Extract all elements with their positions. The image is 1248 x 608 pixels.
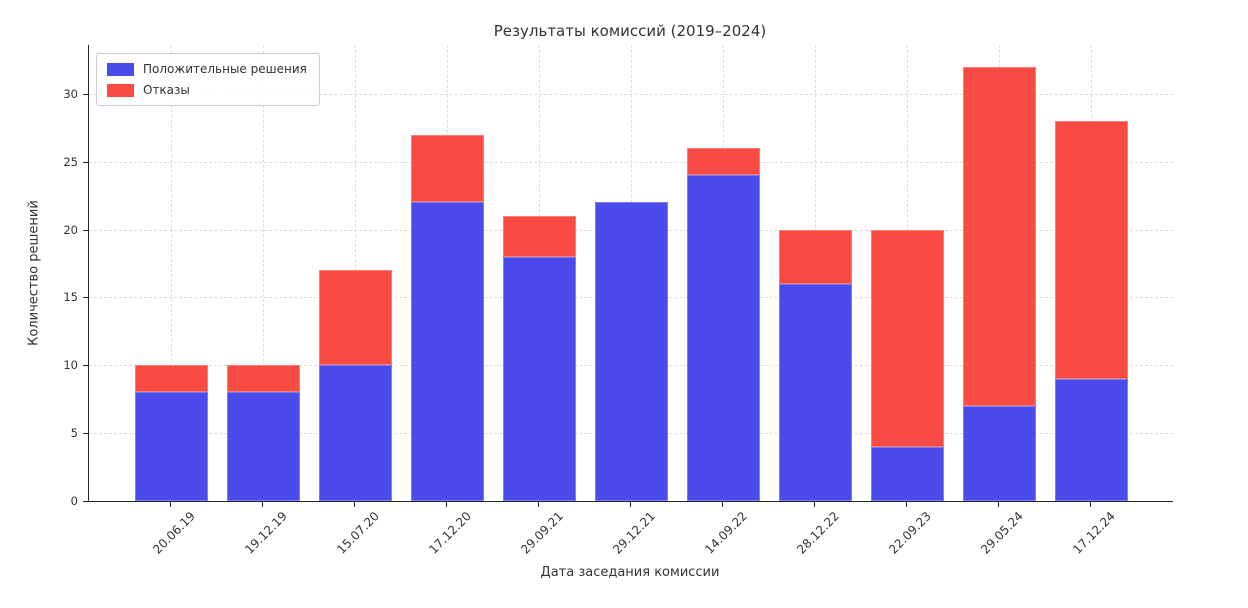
x-tick-label: 29.09.21 xyxy=(518,509,566,557)
legend-label: Отказы xyxy=(143,83,190,97)
bar-segment-positive xyxy=(962,406,1036,501)
chart-title: Результаты комиссий (2019–2024) xyxy=(493,22,767,40)
x-tick-label: 29.05.24 xyxy=(978,509,1026,557)
y-tick-mark xyxy=(83,93,88,95)
x-tick-mark xyxy=(262,502,263,507)
legend-item: Отказы xyxy=(107,83,307,97)
v-gridline xyxy=(171,45,172,501)
x-tick-label: 22.09.23 xyxy=(886,509,934,557)
y-tick-label: 5 xyxy=(70,426,78,441)
y-tick-label: 25 xyxy=(63,154,78,169)
bar-segment-refusals xyxy=(226,365,300,393)
x-tick-label: 28.12.22 xyxy=(794,509,842,557)
y-tick-mark xyxy=(83,161,88,163)
bar-segment-positive xyxy=(1054,378,1128,501)
x-tick-mark xyxy=(1090,502,1091,507)
x-tick-mark xyxy=(538,502,539,507)
bar-segment-positive xyxy=(778,283,852,501)
bar-segment-positive xyxy=(410,202,484,501)
bar-segment-refusals xyxy=(686,148,760,176)
x-tick-label: 14.09.22 xyxy=(702,509,750,557)
legend-swatch-positive xyxy=(107,62,134,76)
bar-segment-refusals xyxy=(134,365,208,393)
bar-segment-refusals xyxy=(1054,121,1128,379)
bar-segment-positive xyxy=(594,202,668,501)
bar-segment-refusals xyxy=(410,134,484,203)
x-tick-label: 29.12.21 xyxy=(610,509,658,557)
x-tick-mark xyxy=(722,502,723,507)
bar-segment-refusals xyxy=(502,216,576,257)
bar-segment-positive xyxy=(318,365,392,501)
bar-segment-positive xyxy=(502,256,576,501)
y-axis-label: Количество решений xyxy=(26,200,42,346)
x-tick-mark xyxy=(630,502,631,507)
x-tick-mark xyxy=(906,502,907,507)
bar-segment-refusals xyxy=(870,229,944,447)
x-tick-label: 17.12.24 xyxy=(1070,509,1118,557)
x-tick-label: 15.07.20 xyxy=(334,509,382,557)
bar-segment-refusals xyxy=(962,66,1036,406)
x-tick-mark xyxy=(170,502,171,507)
bar-segment-refusals xyxy=(778,229,852,284)
bar-segment-positive xyxy=(686,175,760,501)
x-tick-label: 20.06.19 xyxy=(150,509,198,557)
legend-swatch-refusals xyxy=(107,83,134,97)
bar-segment-refusals xyxy=(318,270,392,366)
bar-segment-positive xyxy=(226,392,300,501)
y-tick-label: 0 xyxy=(70,494,78,508)
bar-segment-positive xyxy=(134,392,208,501)
plot-area xyxy=(88,45,1173,502)
y-tick-label: 30 xyxy=(63,86,78,101)
x-tick-mark xyxy=(998,502,999,507)
x-tick-label: 17.12.20 xyxy=(426,509,474,557)
y-tick-mark xyxy=(83,365,88,367)
x-tick-mark xyxy=(354,502,355,507)
y-tick-mark xyxy=(83,229,88,231)
y-tick-mark xyxy=(83,501,88,502)
legend-item: Положительные решения xyxy=(107,62,307,76)
x-axis-label: Дата заседания комиссии xyxy=(540,565,720,580)
y-tick-label: 20 xyxy=(63,222,78,237)
v-gridline xyxy=(263,45,264,501)
y-tick-mark xyxy=(83,297,88,299)
legend-label: Положительные решения xyxy=(143,62,307,76)
x-tick-mark xyxy=(446,502,447,507)
legend: Положительные решения Отказы xyxy=(96,53,320,106)
bar-segment-positive xyxy=(870,446,944,501)
y-tick-label: 10 xyxy=(63,358,78,373)
y-tick-label: 15 xyxy=(63,290,78,305)
y-tick-mark xyxy=(83,433,88,435)
x-tick-label: 19.12.19 xyxy=(242,509,290,557)
x-tick-mark xyxy=(814,502,815,507)
